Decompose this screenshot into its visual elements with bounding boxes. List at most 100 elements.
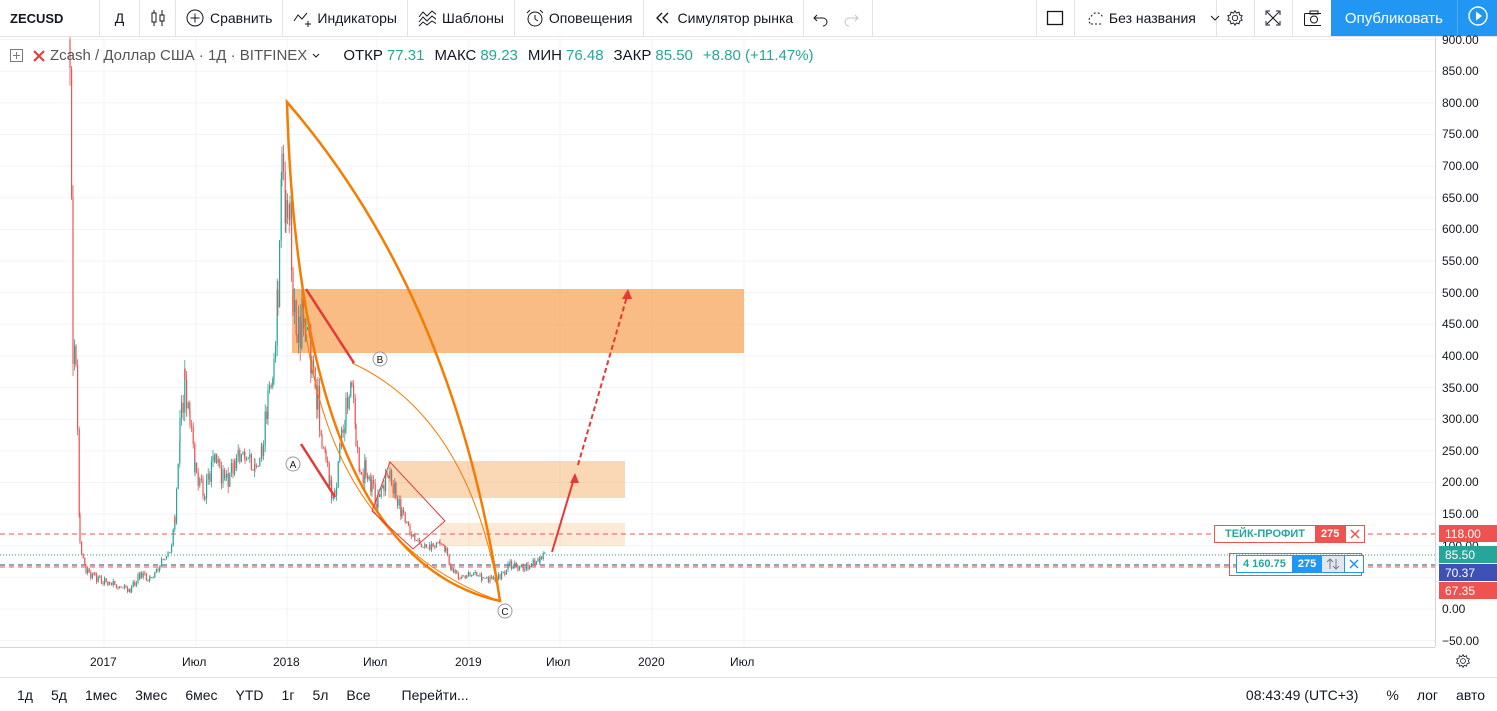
layout-toggle-button[interactable] (1037, 0, 1075, 36)
leg-line-2 (299, 443, 337, 498)
candle-body (252, 469, 254, 471)
replay-button[interactable]: Симулятор рынка (644, 0, 805, 36)
reverse-icon[interactable] (1322, 556, 1345, 572)
high-label: МАКС (434, 47, 477, 64)
candle-body (256, 465, 258, 467)
redo-button[interactable] (838, 0, 874, 36)
candle-body (206, 479, 208, 499)
range-button[interactable]: 5д (50, 686, 67, 703)
position-value: 4 160.75 (1243, 558, 1286, 570)
chevron-down-icon (1210, 9, 1220, 27)
candle-body (74, 345, 76, 364)
open-label: ОТКР (343, 47, 383, 64)
candle-body (264, 411, 266, 445)
take-profit-order[interactable]: ТЕЙК-ПРОФИТ 275 (1214, 525, 1366, 543)
price-tick-label: 800.00 (1442, 95, 1479, 110)
range-button[interactable]: 1мес (84, 686, 118, 703)
candle-body (75, 345, 77, 366)
price-chart[interactable]: A B C (0, 22, 1435, 647)
candle-body (100, 576, 102, 583)
auto-toggle[interactable]: авто (1456, 686, 1485, 703)
candle-body (273, 358, 275, 379)
candle-body (522, 565, 524, 571)
snapshot-button[interactable] (1293, 0, 1331, 36)
fullscreen-button[interactable] (1255, 0, 1293, 36)
candle-body (344, 428, 346, 433)
chevron-down-icon[interactable] (311, 51, 321, 61)
candle-body (476, 571, 478, 577)
range-button[interactable]: 1д (17, 686, 33, 703)
publish-button[interactable]: Опубликовать (1330, 0, 1457, 36)
candle-body (441, 543, 443, 545)
candle-body (481, 577, 483, 581)
candle-body (532, 559, 534, 564)
indicators-button[interactable]: Индикаторы (283, 0, 408, 36)
candle-body (361, 472, 363, 475)
range-button[interactable]: 5л (312, 686, 329, 703)
candle-body (94, 573, 96, 575)
candle-body (341, 429, 343, 447)
alerts-button[interactable]: Оповещения (515, 0, 644, 36)
candle-body (107, 582, 109, 585)
range-button[interactable]: YTD (235, 686, 264, 703)
price-tick-label: 750.00 (1442, 127, 1479, 142)
candle-body (337, 461, 339, 488)
time-axis[interactable]: 2017 Июл 2018 Июл 2019 Июл 2020 Июл (0, 647, 1435, 677)
templates-button[interactable]: Шаблоны (408, 0, 515, 36)
candle-body (134, 581, 136, 586)
layout-name-button[interactable]: Без названия (1075, 0, 1220, 36)
candle-body (128, 589, 130, 592)
axis-settings-button[interactable] (1455, 653, 1471, 674)
take-profit-qty: 275 (1315, 526, 1346, 542)
candle-body (377, 493, 379, 508)
candle-body (204, 498, 206, 500)
chart-type-button[interactable] (140, 0, 176, 36)
expand-icon[interactable] (10, 48, 24, 63)
candle-body (179, 442, 181, 464)
position-order[interactable]: 4 160.75 275 (1236, 555, 1365, 573)
play-button[interactable] (1457, 0, 1497, 36)
candle-body (415, 540, 417, 542)
price-axis[interactable]: 900.00 850.00 800.00 750.00 700.00 650.00 600.… (1435, 33, 1497, 648)
interval-button[interactable]: Д (100, 0, 140, 36)
gear-icon (1226, 9, 1244, 27)
candle-body (108, 582, 110, 585)
candle-body (240, 454, 242, 462)
candle-body (220, 467, 222, 484)
candle-body (371, 480, 373, 492)
close-icon[interactable] (1345, 526, 1364, 542)
log-toggle[interactable]: лог (1416, 686, 1439, 703)
chart-pane[interactable]: A B C (0, 22, 1435, 647)
candle-body (339, 443, 341, 462)
candle-body (224, 469, 226, 479)
settings-button[interactable] (1217, 0, 1255, 36)
range-button[interactable]: 3мес (135, 686, 168, 703)
symbol-search[interactable]: ZECUSD (0, 0, 100, 36)
candle-body (473, 573, 475, 575)
candle-body (226, 473, 228, 478)
price-tick-label: 850.00 (1442, 64, 1479, 79)
close-icon[interactable] (1344, 556, 1363, 572)
candle-body (429, 544, 431, 550)
compare-button[interactable]: Сравнить (176, 0, 284, 36)
alerts-label: Оповещения (548, 10, 633, 26)
clock[interactable]: 08:43:49 (UTC+3) (1245, 686, 1359, 703)
candle-body (407, 521, 409, 526)
candle-body (368, 476, 370, 480)
undo-button[interactable] (804, 0, 838, 36)
legend-title[interactable]: Zcash / Доллар США · 1Д · BITFINEX (50, 47, 308, 64)
candle-body (280, 179, 282, 241)
range-button[interactable]: 1г (281, 686, 295, 703)
candle-body (489, 576, 491, 582)
candle-body (529, 565, 531, 568)
candle-body (437, 542, 439, 544)
goto-button[interactable]: Перейти... (401, 686, 469, 703)
range-button[interactable]: Все (346, 686, 371, 703)
percent-toggle[interactable]: % (1386, 686, 1399, 703)
candle-body (161, 559, 163, 566)
candle-body (114, 580, 116, 586)
range-button[interactable]: 6мес (185, 686, 218, 703)
candle-body (192, 426, 194, 445)
candle-body (332, 496, 334, 499)
chart-legend: Zcash / Доллар США · 1Д · BITFINEX ОТКР 7… (10, 47, 814, 64)
